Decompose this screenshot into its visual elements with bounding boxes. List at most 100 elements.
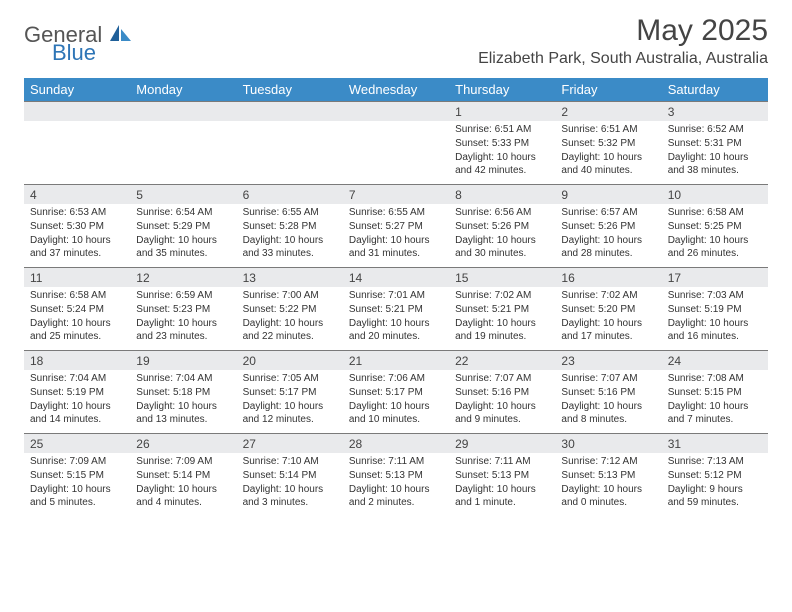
sunrise-line: Sunrise: 6:53 AM [30,206,124,219]
header: General May 2025 Elizabeth Park, South A… [24,14,768,74]
day-number: 17 [662,268,768,288]
day-cell [343,121,449,185]
daylight-line: Daylight: 10 hours and 13 minutes. [136,400,230,426]
day-number: 2 [555,102,661,122]
sunset-line: Sunset: 5:13 PM [561,469,655,482]
calendar-page: General May 2025 Elizabeth Park, South A… [0,0,792,516]
day-number: 4 [24,185,130,205]
day-number: 23 [555,351,661,371]
daylight-line: Daylight: 10 hours and 14 minutes. [30,400,124,426]
daylight-line: Daylight: 10 hours and 38 minutes. [668,151,762,177]
sunrise-line: Sunrise: 6:58 AM [30,289,124,302]
day-cell: Sunrise: 6:59 AMSunset: 5:23 PMDaylight:… [130,287,236,351]
detail-row: Sunrise: 6:51 AMSunset: 5:33 PMDaylight:… [24,121,768,185]
sunrise-line: Sunrise: 7:02 AM [561,289,655,302]
day-header: Sunday [24,78,130,102]
sunset-line: Sunset: 5:15 PM [30,469,124,482]
day-number: 6 [237,185,343,205]
sunset-line: Sunset: 5:33 PM [455,137,549,150]
sunrise-line: Sunrise: 6:52 AM [668,123,762,136]
detail-row: Sunrise: 7:04 AMSunset: 5:19 PMDaylight:… [24,370,768,434]
day-header: Friday [555,78,661,102]
day-number: 19 [130,351,236,371]
day-cell: Sunrise: 6:56 AMSunset: 5:26 PMDaylight:… [449,204,555,268]
sunrise-line: Sunrise: 7:08 AM [668,372,762,385]
title-block: May 2025 Elizabeth Park, South Australia… [478,14,768,74]
daylight-line: Daylight: 10 hours and 7 minutes. [668,400,762,426]
sunset-line: Sunset: 5:27 PM [349,220,443,233]
sunset-line: Sunset: 5:21 PM [349,303,443,316]
day-cell: Sunrise: 6:57 AMSunset: 5:26 PMDaylight:… [555,204,661,268]
sunset-line: Sunset: 5:26 PM [561,220,655,233]
day-cell: Sunrise: 6:58 AMSunset: 5:24 PMDaylight:… [24,287,130,351]
daylight-line: Daylight: 10 hours and 30 minutes. [455,234,549,260]
daylight-line: Daylight: 10 hours and 5 minutes. [30,483,124,509]
day-header: Saturday [662,78,768,102]
sunset-line: Sunset: 5:16 PM [455,386,549,399]
day-cell: Sunrise: 7:03 AMSunset: 5:19 PMDaylight:… [662,287,768,351]
day-cell: Sunrise: 7:05 AMSunset: 5:17 PMDaylight:… [237,370,343,434]
sunset-line: Sunset: 5:30 PM [30,220,124,233]
daylight-line: Daylight: 9 hours and 59 minutes. [668,483,762,509]
daynum-row: 123 [24,102,768,122]
day-number: 18 [24,351,130,371]
sunrise-line: Sunrise: 6:59 AM [136,289,230,302]
day-cell: Sunrise: 7:07 AMSunset: 5:16 PMDaylight:… [555,370,661,434]
daylight-line: Daylight: 10 hours and 19 minutes. [455,317,549,343]
day-number: 14 [343,268,449,288]
sunrise-line: Sunrise: 7:04 AM [30,372,124,385]
day-header: Wednesday [343,78,449,102]
day-number [24,102,130,122]
daylight-line: Daylight: 10 hours and 40 minutes. [561,151,655,177]
sunrise-line: Sunrise: 7:07 AM [455,372,549,385]
sunrise-line: Sunrise: 6:55 AM [243,206,337,219]
day-header: Tuesday [237,78,343,102]
sunset-line: Sunset: 5:16 PM [561,386,655,399]
daylight-line: Daylight: 10 hours and 17 minutes. [561,317,655,343]
day-number: 30 [555,434,661,454]
day-number: 15 [449,268,555,288]
sunrise-line: Sunrise: 7:01 AM [349,289,443,302]
logo-text-blue: Blue [52,40,96,65]
day-cell: Sunrise: 7:02 AMSunset: 5:21 PMDaylight:… [449,287,555,351]
daylight-line: Daylight: 10 hours and 8 minutes. [561,400,655,426]
day-cell [130,121,236,185]
sunset-line: Sunset: 5:19 PM [30,386,124,399]
day-number: 25 [24,434,130,454]
sunrise-line: Sunrise: 6:58 AM [668,206,762,219]
day-cell: Sunrise: 7:02 AMSunset: 5:20 PMDaylight:… [555,287,661,351]
sunset-line: Sunset: 5:13 PM [349,469,443,482]
day-number: 28 [343,434,449,454]
sunset-line: Sunset: 5:28 PM [243,220,337,233]
sunset-line: Sunset: 5:20 PM [561,303,655,316]
day-cell: Sunrise: 7:04 AMSunset: 5:18 PMDaylight:… [130,370,236,434]
day-number: 13 [237,268,343,288]
sunrise-line: Sunrise: 7:11 AM [349,455,443,468]
sunset-line: Sunset: 5:31 PM [668,137,762,150]
sunset-line: Sunset: 5:14 PM [136,469,230,482]
sunrise-line: Sunrise: 7:02 AM [455,289,549,302]
sunrise-line: Sunrise: 7:12 AM [561,455,655,468]
day-cell: Sunrise: 6:54 AMSunset: 5:29 PMDaylight:… [130,204,236,268]
day-cell: Sunrise: 6:58 AMSunset: 5:25 PMDaylight:… [662,204,768,268]
daylight-line: Daylight: 10 hours and 37 minutes. [30,234,124,260]
sunset-line: Sunset: 5:24 PM [30,303,124,316]
logo-sail-icon [108,23,132,48]
daylight-line: Daylight: 10 hours and 33 minutes. [243,234,337,260]
sunrise-line: Sunrise: 7:06 AM [349,372,443,385]
sunset-line: Sunset: 5:19 PM [668,303,762,316]
sunset-line: Sunset: 5:25 PM [668,220,762,233]
day-cell: Sunrise: 7:09 AMSunset: 5:15 PMDaylight:… [24,453,130,516]
day-number: 12 [130,268,236,288]
day-cell: Sunrise: 7:13 AMSunset: 5:12 PMDaylight:… [662,453,768,516]
sunrise-line: Sunrise: 7:03 AM [668,289,762,302]
sunrise-line: Sunrise: 7:11 AM [455,455,549,468]
daylight-line: Daylight: 10 hours and 22 minutes. [243,317,337,343]
daynum-row: 25262728293031 [24,434,768,454]
sunset-line: Sunset: 5:18 PM [136,386,230,399]
month-title: May 2025 [478,14,768,48]
day-number [343,102,449,122]
day-number: 29 [449,434,555,454]
day-number [130,102,236,122]
sunrise-line: Sunrise: 7:10 AM [243,455,337,468]
